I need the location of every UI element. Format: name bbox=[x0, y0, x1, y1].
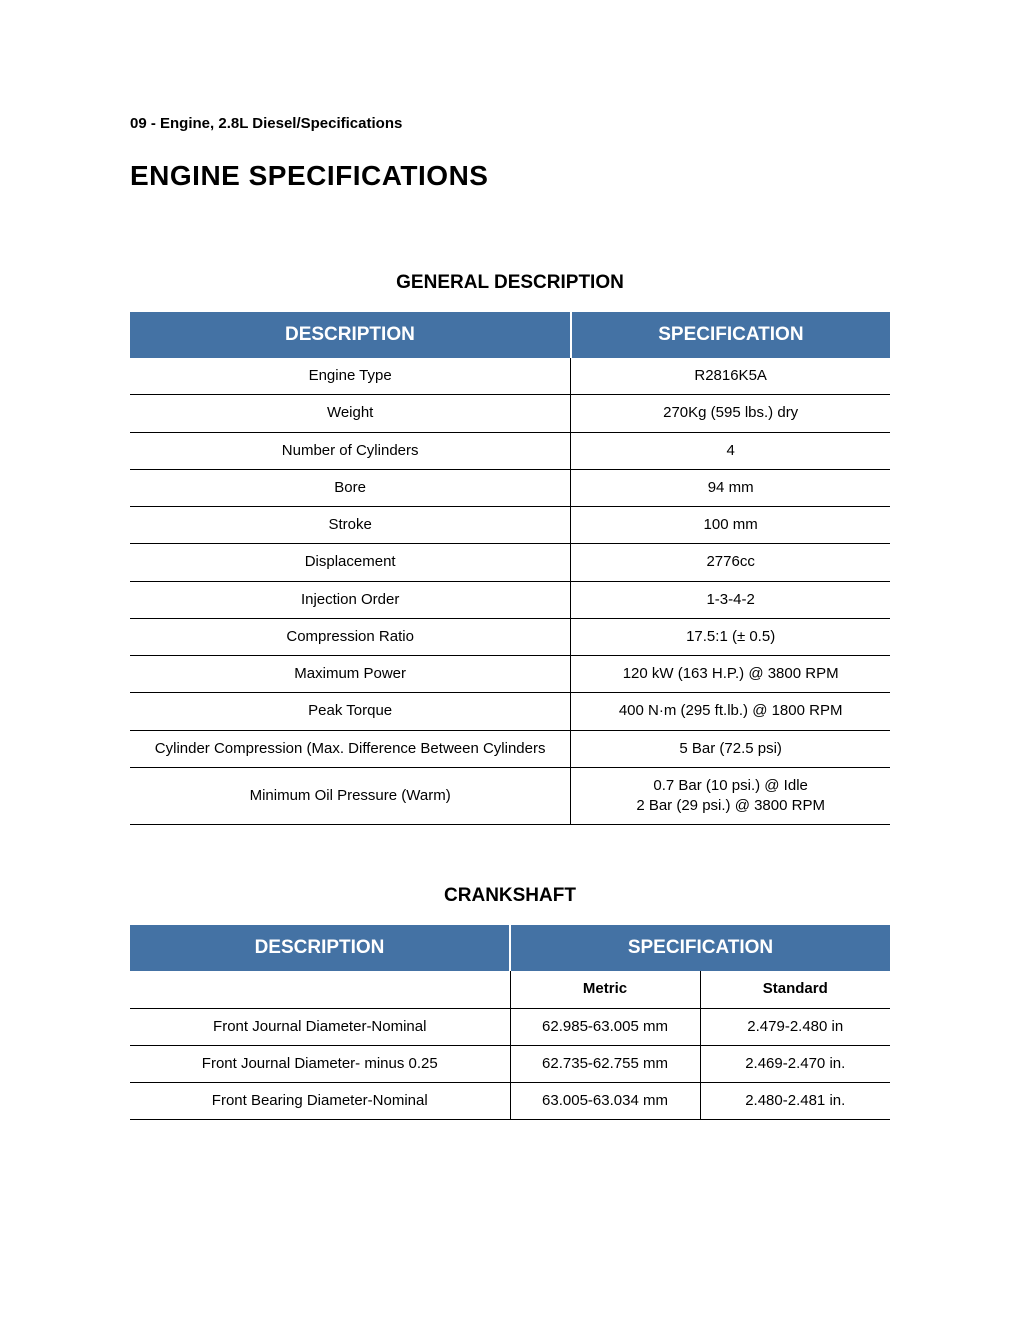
cell-description: Cylinder Compression (Max. Difference Be… bbox=[130, 730, 571, 767]
col-specification: SPECIFICATION bbox=[571, 312, 890, 358]
table-row: Weight270Kg (595 lbs.) dry bbox=[130, 395, 890, 432]
cell-description: Displacement bbox=[130, 544, 571, 581]
cell-specification: 2776cc bbox=[571, 544, 890, 581]
table-row: Displacement2776cc bbox=[130, 544, 890, 581]
table-row: Cylinder Compression (Max. Difference Be… bbox=[130, 730, 890, 767]
table-row: Peak Torque400 N·m (295 ft.lb.) @ 1800 R… bbox=[130, 693, 890, 730]
subcol-metric: Metric bbox=[510, 971, 700, 1008]
general-table: DESCRIPTION SPECIFICATION Engine TypeR28… bbox=[130, 312, 890, 825]
cell-standard: 2.479-2.480 in bbox=[700, 1008, 890, 1045]
cell-metric: 62.985-63.005 mm bbox=[510, 1008, 700, 1045]
cell-specification: 400 N·m (295 ft.lb.) @ 1800 RPM bbox=[571, 693, 890, 730]
cell-description: Maximum Power bbox=[130, 656, 571, 693]
col-description: DESCRIPTION bbox=[130, 312, 571, 358]
cell-description: Front Bearing Diameter-Nominal bbox=[130, 1083, 510, 1120]
table-row: Number of Cylinders4 bbox=[130, 432, 890, 469]
section-title-crankshaft: CRANKSHAFT bbox=[130, 885, 890, 907]
cell-description: Minimum Oil Pressure (Warm) bbox=[130, 767, 571, 825]
table-header-row: DESCRIPTION SPECIFICATION bbox=[130, 925, 890, 971]
cell-description: Stroke bbox=[130, 507, 571, 544]
col-specification: SPECIFICATION bbox=[510, 925, 890, 971]
cell-description: Number of Cylinders bbox=[130, 432, 571, 469]
table-row: Minimum Oil Pressure (Warm)0.7 Bar (10 p… bbox=[130, 767, 890, 825]
cell-description: Compression Ratio bbox=[130, 618, 571, 655]
cell-description: Front Journal Diameter-Nominal bbox=[130, 1008, 510, 1045]
cell-specification: 120 kW (163 H.P.) @ 3800 RPM bbox=[571, 656, 890, 693]
cell-standard: 2.480-2.481 in. bbox=[700, 1083, 890, 1120]
cell-specification: 270Kg (595 lbs.) dry bbox=[571, 395, 890, 432]
table-row: Stroke100 mm bbox=[130, 507, 890, 544]
cell-specification: 94 mm bbox=[571, 469, 890, 506]
cell-description: Weight bbox=[130, 395, 571, 432]
breadcrumb: 09 - Engine, 2.8L Diesel/Specifications bbox=[130, 115, 890, 132]
cell-description: Engine Type bbox=[130, 358, 571, 395]
table-row: Front Journal Diameter-Nominal62.985-63.… bbox=[130, 1008, 890, 1045]
cell-metric: 63.005-63.034 mm bbox=[510, 1083, 700, 1120]
crankshaft-table: DESCRIPTION SPECIFICATION Metric Standar… bbox=[130, 925, 890, 1120]
cell-description: Peak Torque bbox=[130, 693, 571, 730]
table-row: Front Bearing Diameter-Nominal63.005-63.… bbox=[130, 1083, 890, 1120]
cell-metric: 62.735-62.755 mm bbox=[510, 1045, 700, 1082]
cell-specification: 17.5:1 (± 0.5) bbox=[571, 618, 890, 655]
page-title: ENGINE SPECIFICATIONS bbox=[130, 160, 890, 192]
table-row: Engine TypeR2816K5A bbox=[130, 358, 890, 395]
cell-specification: 0.7 Bar (10 psi.) @ Idle 2 Bar (29 psi.)… bbox=[571, 767, 890, 825]
table-row: Injection Order1-3-4-2 bbox=[130, 581, 890, 618]
cell-specification: 1-3-4-2 bbox=[571, 581, 890, 618]
table-subheader-row: Metric Standard bbox=[130, 971, 890, 1008]
table-row: Maximum Power120 kW (163 H.P.) @ 3800 RP… bbox=[130, 656, 890, 693]
cell-specification: 5 Bar (72.5 psi) bbox=[571, 730, 890, 767]
cell-description: Bore bbox=[130, 469, 571, 506]
subcol-standard: Standard bbox=[700, 971, 890, 1008]
cell-specification: 100 mm bbox=[571, 507, 890, 544]
cell-description: Front Journal Diameter- minus 0.25 bbox=[130, 1045, 510, 1082]
cell-specification: 4 bbox=[571, 432, 890, 469]
cell-specification: R2816K5A bbox=[571, 358, 890, 395]
cell-description: Injection Order bbox=[130, 581, 571, 618]
table-row: Front Journal Diameter- minus 0.2562.735… bbox=[130, 1045, 890, 1082]
col-description: DESCRIPTION bbox=[130, 925, 510, 971]
table-row: Bore94 mm bbox=[130, 469, 890, 506]
cell-standard: 2.469-2.470 in. bbox=[700, 1045, 890, 1082]
table-header-row: DESCRIPTION SPECIFICATION bbox=[130, 312, 890, 358]
subcol-blank bbox=[130, 971, 510, 1008]
table-row: Compression Ratio17.5:1 (± 0.5) bbox=[130, 618, 890, 655]
section-title-general: GENERAL DESCRIPTION bbox=[130, 272, 890, 294]
